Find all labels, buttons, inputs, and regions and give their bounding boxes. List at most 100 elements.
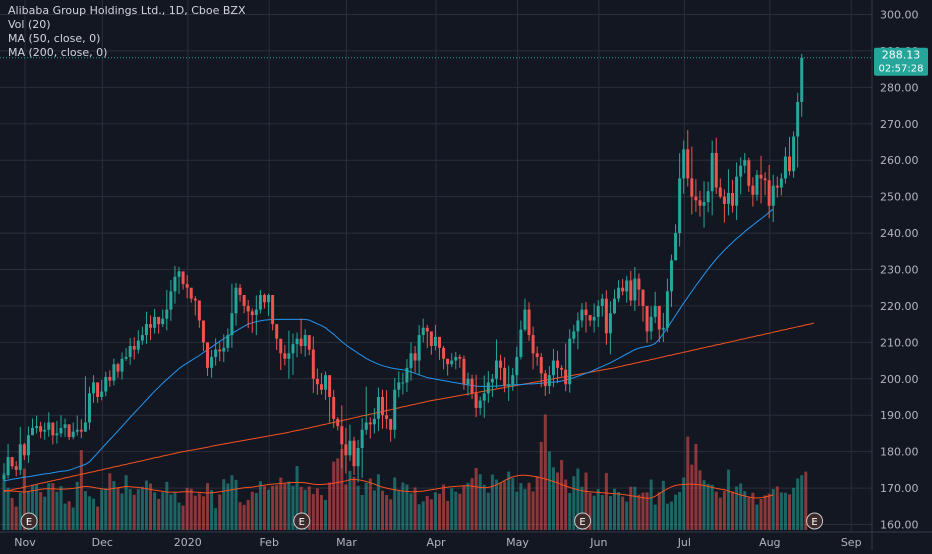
candle-body (234, 287, 238, 314)
candle (535, 346, 539, 366)
volume-bar (633, 486, 637, 530)
volume-bar (543, 414, 547, 530)
candle (116, 362, 120, 378)
candle-body (291, 344, 295, 354)
candle-body (621, 287, 625, 292)
candle (718, 178, 722, 199)
candle-body (433, 336, 437, 346)
candle-body (458, 356, 462, 359)
candle-body (600, 298, 604, 306)
volume-bar (43, 496, 47, 530)
candle (710, 140, 714, 216)
candle-body (181, 271, 185, 285)
candle (779, 173, 783, 196)
volume-bar (767, 493, 771, 530)
volume-bar (507, 471, 511, 530)
candle-body (307, 335, 311, 350)
volume-bar (287, 481, 291, 530)
volume-bar (157, 498, 161, 530)
candle-body (206, 342, 209, 368)
candle-body (474, 393, 478, 408)
candle-body (450, 360, 454, 365)
candle (328, 375, 332, 423)
candle (185, 274, 189, 299)
volume-bar (458, 493, 462, 530)
y-tick-label: 200.00 (880, 373, 919, 386)
candle-body (511, 375, 515, 385)
candle (661, 312, 665, 342)
volume-bar (173, 492, 177, 530)
volume-bar (140, 486, 144, 530)
candle (352, 436, 356, 475)
volume-bar (132, 494, 136, 530)
volume-bar (714, 491, 718, 530)
candle (649, 306, 653, 340)
candle-body (645, 305, 649, 332)
y-tick-label: 260.00 (880, 154, 919, 167)
candle-body (92, 382, 96, 394)
volume-bar (275, 485, 279, 530)
candle-body (669, 260, 673, 292)
earnings-marker-circle (20, 512, 38, 530)
candle (669, 254, 673, 308)
candle-body (446, 358, 450, 365)
candle (547, 366, 551, 395)
volume-bar (87, 496, 91, 530)
volume-bar (551, 467, 555, 530)
candle-body (83, 422, 87, 432)
volume-bar (254, 493, 258, 530)
bar-countdown-label: 02:57:28 (879, 64, 924, 75)
volume-bar (486, 492, 490, 530)
candle (564, 343, 568, 392)
candle (633, 266, 637, 312)
candle (596, 300, 600, 328)
candle-body (429, 331, 433, 346)
candle (246, 300, 250, 329)
volume-bar (796, 478, 800, 530)
volume-bar (576, 468, 580, 530)
volume-bar (722, 491, 726, 530)
chart-legend: Alibaba Group Holdings Ltd., 1D, Cboe BZ… (8, 4, 246, 60)
volume-bar (364, 482, 368, 530)
candle-body (169, 291, 173, 310)
volume-bar (747, 497, 751, 530)
candle (136, 330, 140, 354)
candle-body (519, 329, 523, 357)
earnings-marker-label: E (579, 517, 585, 528)
candle (576, 312, 580, 350)
candle-body (442, 347, 446, 359)
volume-bar (523, 489, 527, 530)
candle (108, 370, 112, 387)
y-tick-label: 230.00 (880, 264, 919, 277)
candle (324, 371, 328, 400)
candle (161, 309, 165, 328)
volume-bar (181, 505, 185, 530)
candle (372, 408, 376, 434)
candle (783, 147, 787, 184)
candle-body (539, 356, 543, 374)
candle (10, 457, 14, 470)
candle-body (576, 320, 580, 332)
volume-bar (637, 494, 641, 530)
y-tick-label: 160.00 (880, 519, 919, 532)
volume-bar (678, 492, 682, 530)
candle (230, 283, 234, 348)
candle-body (649, 316, 653, 332)
candle (433, 324, 437, 351)
candle (226, 328, 230, 352)
volume-bar (547, 451, 551, 530)
candle (193, 296, 197, 316)
volume-bar (743, 491, 747, 530)
volume-bar (397, 490, 401, 530)
volume-bar (470, 478, 474, 530)
candle (572, 324, 576, 344)
candle (454, 351, 458, 370)
candle-body (462, 358, 466, 385)
candle (83, 376, 87, 432)
volume-bar (503, 481, 507, 530)
candle-body (149, 324, 153, 328)
candle (678, 153, 682, 247)
